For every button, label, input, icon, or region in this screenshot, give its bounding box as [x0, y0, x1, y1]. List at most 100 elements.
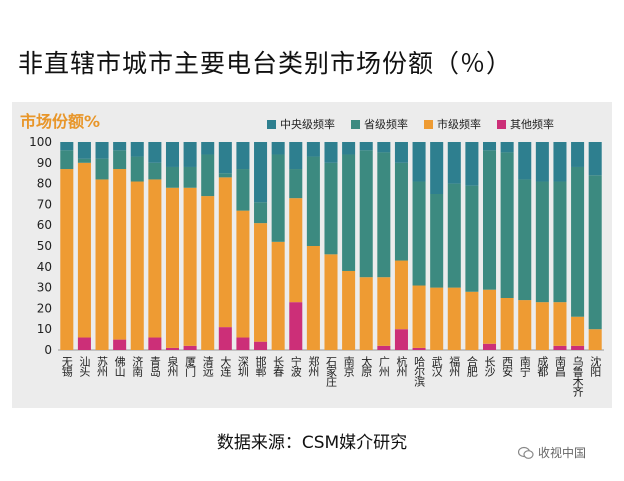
bar-segment-city [95, 179, 109, 350]
bar-segment-city [412, 285, 426, 348]
y-tick-label: 60 [37, 218, 52, 232]
bar-segment-provincial [465, 185, 479, 292]
x-tick-label: 济南 [131, 355, 144, 377]
legend-label-other: 其他频率 [510, 118, 554, 131]
bar-segment-provincial [218, 173, 232, 178]
bar-segment-central [535, 142, 549, 182]
bar-segment-central [218, 142, 232, 174]
bar-segment-provincial [359, 150, 373, 278]
bar-segment-provincial [77, 158, 91, 163]
legend-item-central: 中央级频率 [267, 116, 335, 132]
x-tick-label: 大连 [219, 355, 232, 377]
bar-segment-provincial [447, 183, 461, 288]
y-tick-label: 0 [44, 343, 52, 357]
bar-segment-provincial [394, 162, 408, 261]
x-tick-label: 广州 [377, 356, 390, 377]
x-tick-label: 无锡 [60, 356, 73, 378]
bar-segment-city [394, 260, 408, 330]
bar-segment-central [77, 142, 91, 159]
bar-segment-city [535, 302, 549, 350]
bar-segment-provincial [236, 169, 250, 211]
x-tick-label: 西安 [501, 356, 514, 378]
bar-segment-other [236, 337, 250, 350]
x-tick-label: 南昌 [553, 356, 566, 378]
bar-segment-central [324, 142, 338, 163]
legend-label-provincial: 省级频率 [364, 118, 408, 131]
bar-segment-provincial [113, 150, 127, 170]
x-tick-label: 邯郸 [254, 355, 267, 378]
legend-swatch-provincial [351, 119, 360, 129]
bar-segment-city [447, 287, 461, 350]
x-tick-label: 青岛 [148, 356, 161, 378]
bar-segment-central [482, 142, 497, 151]
y-tick-label: 30 [37, 281, 52, 295]
bar-segment-central [201, 142, 215, 155]
bar-segment-central [465, 142, 479, 186]
bar-segment-city [271, 241, 285, 350]
bar-segment-other [289, 302, 303, 350]
bar-segment-provincial [148, 162, 162, 180]
chart-panel: 市场份额% 中央级频率 省级频率 市级频率 其他频率 0 10 20 30 40 50 60… [12, 102, 612, 408]
x-tick-label: 苏州 [96, 356, 109, 377]
bar-segment-central [183, 142, 197, 167]
bar-segment-provincial [254, 202, 268, 224]
bar-segment-provincial [430, 194, 444, 288]
bar-segment-provincial [482, 150, 497, 290]
bar-segment-city [571, 316, 585, 346]
bar-segment-city [342, 270, 356, 350]
bar-segment-other [553, 345, 567, 350]
x-tick-label: 杭州 [395, 355, 408, 377]
watermark-text: 收视中国 [538, 446, 587, 460]
bar-segment-city [289, 198, 303, 303]
legend-label-city: 市级频率 [437, 118, 481, 131]
bar-segment-city [254, 223, 268, 342]
bar-segment-other [183, 345, 197, 350]
x-tick-label: 成都 [536, 356, 549, 377]
bar-segment-city [306, 246, 320, 350]
y-tick-label: 10 [37, 322, 52, 336]
bar-segment-central [113, 142, 127, 151]
bar-segment-provincial [271, 154, 285, 242]
legend-swatch-central [267, 119, 276, 129]
bar-segment-city [113, 169, 127, 340]
bar-segment-city [60, 169, 74, 350]
x-tick-label: 哈尔滨 [413, 356, 426, 388]
chart-title: 市场份额% [20, 112, 101, 131]
bar-segment-central [500, 142, 514, 153]
bar-segment-city [130, 181, 144, 350]
x-tick-label: 南京 [342, 356, 355, 378]
x-tick-label: 长沙 [483, 356, 496, 377]
bar-segment-provincial [289, 169, 303, 199]
bar-segment-provincial [571, 166, 585, 317]
x-tick-label: 长春 [272, 356, 285, 378]
bar-segment-central [130, 142, 144, 157]
y-tick-label: 20 [37, 301, 52, 315]
bar-segment-provincial [306, 156, 320, 246]
bar-segment-city [553, 302, 567, 346]
bar-segment-central [271, 142, 285, 155]
bar-segment-central [165, 142, 180, 167]
x-tick-label: 石家庄 [325, 356, 338, 388]
x-tick-label: 清远 [201, 356, 214, 377]
bar-segment-city [201, 196, 215, 350]
bar-segment-provincial [588, 175, 602, 330]
y-tick-label: 80 [37, 177, 52, 191]
x-tick-label: 武汉 [430, 356, 443, 378]
x-tick-label: 太原 [360, 356, 373, 377]
legend-item-city: 市级频率 [424, 116, 481, 132]
bar-segment-city [465, 291, 479, 350]
bar-segment-other [482, 343, 497, 350]
bar-segment-central [377, 142, 391, 153]
bar-segment-provincial [130, 156, 144, 182]
bar-segment-provincial [324, 162, 338, 255]
bar-segment-central [553, 142, 567, 182]
bar-segment-city [588, 329, 602, 350]
wechat-icon [518, 446, 534, 459]
stacked-bar-chart: 0 10 20 30 40 50 60 70 80 90 100 无锡 汕头 苏州 佛山 济南 青岛 泉州 厦门 清远… [29, 135, 604, 398]
y-tick-label: 100 [29, 135, 52, 149]
watermark: 收视中国 [518, 444, 586, 461]
bar-segment-city [430, 287, 444, 350]
bar-segment-other [77, 337, 91, 350]
x-tick-label: 深圳 [236, 356, 249, 377]
chart-legend: 中央级频率 省级频率 市级频率 其他频率 [267, 116, 554, 132]
